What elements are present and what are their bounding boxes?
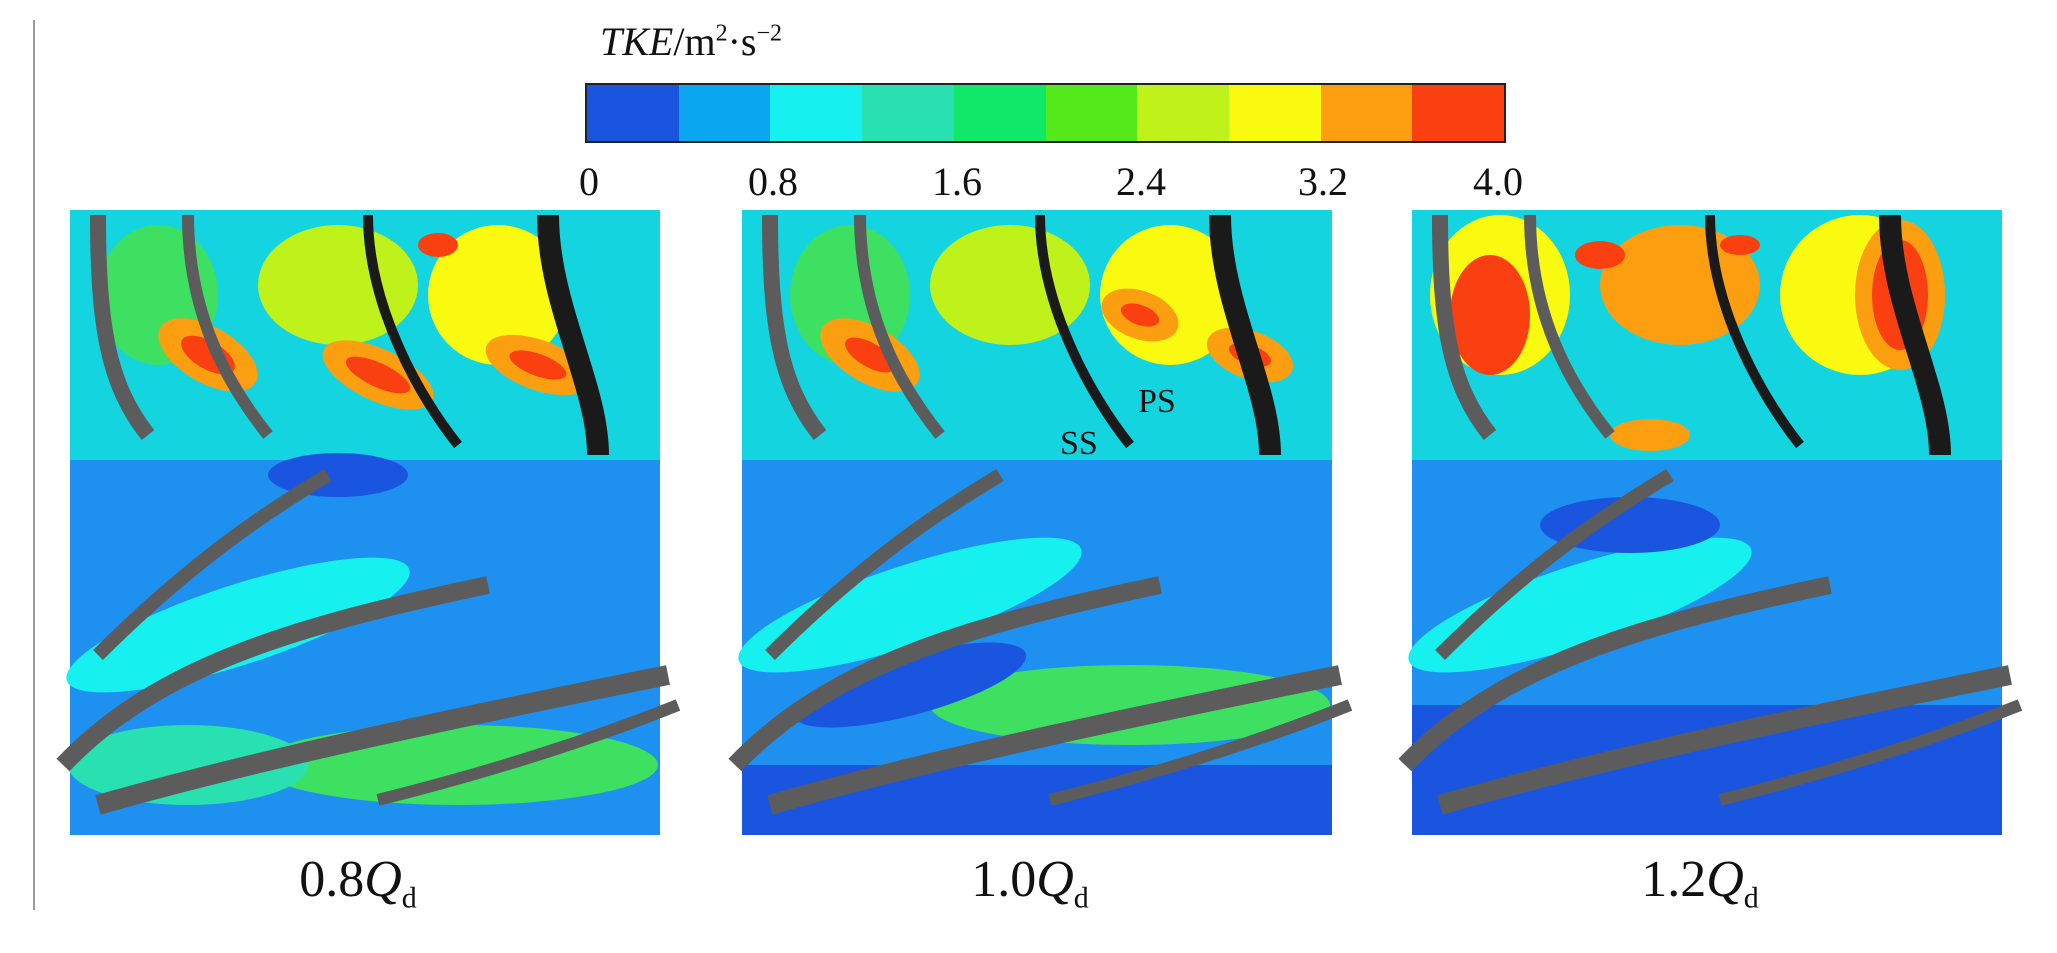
legend-title: TKE/m2·s−2 (600, 19, 783, 64)
panel-2-caption: 1.0Qd (971, 851, 1089, 915)
contour-panel-1 (38, 205, 738, 845)
colorbar-band (587, 85, 679, 141)
impeller-contour-1 (56, 210, 681, 835)
impeller-contour-3 (1398, 210, 2023, 835)
panel-3-caption: 1.2Qd (1641, 851, 1759, 915)
colorbar-band (1320, 85, 1413, 141)
colorbar-band (862, 85, 954, 141)
impeller-contour-2 (728, 210, 1353, 835)
colorbar-tick: 4.0 (1473, 159, 1523, 204)
colorbar-tick: 0 (579, 159, 599, 204)
colorbar-band (1045, 85, 1138, 141)
colorbar-band (953, 85, 1046, 141)
colorbar-tick: 0.8 (748, 159, 798, 204)
colorbar-tick: 1.6 (932, 159, 982, 204)
contour-panel-2: PS SS (710, 205, 1410, 845)
colorbar-tick: 2.4 (1116, 159, 1166, 204)
colorbar (585, 83, 1506, 143)
contour-panel-3 (1380, 205, 2057, 845)
colorbar-tick: 3.2 (1298, 159, 1348, 204)
colorbar-band (1228, 85, 1321, 141)
colorbar-band (1137, 85, 1229, 141)
left-rule (33, 20, 35, 910)
panel-1-caption: 0.8Qd (299, 851, 417, 915)
colorbar-band (1412, 85, 1505, 141)
colorbar-band (678, 85, 771, 141)
suction-side-label: SS (1060, 425, 1098, 462)
colorbar-band (770, 85, 863, 141)
pressure-side-label: PS (1138, 383, 1176, 420)
